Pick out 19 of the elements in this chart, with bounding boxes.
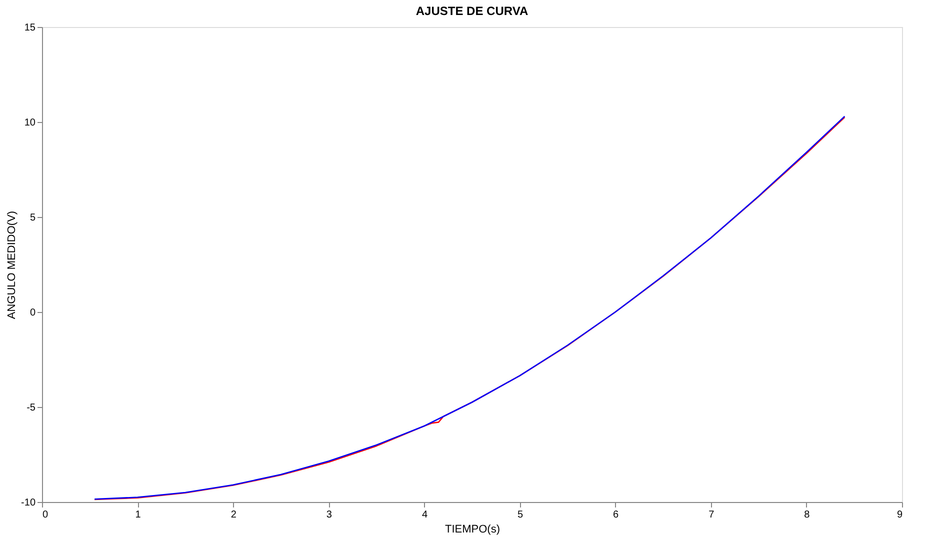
y-tick-label: 0 [30, 308, 36, 318]
chart-title: AJUSTE DE CURVA [416, 4, 528, 18]
y-axis-title: ANGULO MEDIDO(V) [6, 210, 18, 320]
x-tick-label: 0 [42, 510, 48, 520]
y-tick-label: 10 [24, 118, 36, 128]
x-tick-label: 9 [896, 510, 903, 520]
x-tick-label: 2 [230, 510, 237, 520]
x-tick-label: 4 [422, 510, 428, 520]
x-axis-title: TIEMPO(s) [445, 524, 500, 536]
y-tick-label: 15 [24, 22, 36, 34]
x-tick-label: 6 [613, 510, 620, 520]
x-tick-label: 7 [708, 510, 715, 520]
x-tick-label: 1 [135, 510, 142, 520]
y-tick-label: 5 [30, 212, 36, 224]
y-tick-label: -5 [26, 402, 36, 414]
x-tick-label: 5 [517, 510, 524, 520]
x-tick-label: 3 [326, 510, 332, 520]
x-tick-label: 8 [804, 510, 810, 520]
y-tick-label: -10 [21, 498, 36, 508]
